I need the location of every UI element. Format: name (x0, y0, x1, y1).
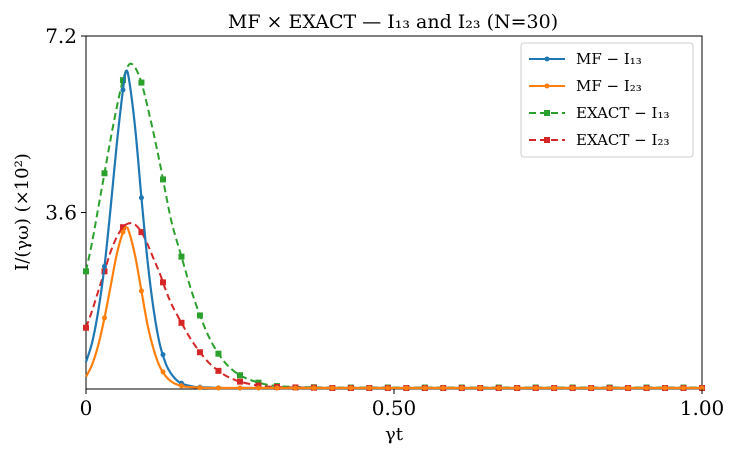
data-point (348, 385, 354, 391)
data-point (385, 385, 391, 391)
data-point (533, 385, 539, 391)
data-point (215, 385, 221, 391)
legend-entry-exact-i23: EXACT − I₂₃ (529, 131, 669, 149)
legend-entries: MF − I₁₃ MF − I₂₃ EXACT − I₁₃ EXACT − I₂₃ (529, 50, 669, 149)
data-point (292, 385, 298, 391)
data-point (120, 229, 126, 235)
data-point (237, 385, 243, 391)
data-point (644, 385, 650, 391)
data-point (138, 195, 144, 201)
data-point (196, 312, 203, 319)
legend-swatch-marker (544, 83, 550, 89)
legend-entry-mf-i13: MF − I₁₃ (529, 50, 642, 68)
chart-title: MF × EXACT — I₁₃ and I₂₃ (N=30) (228, 11, 558, 33)
legend-swatch-marker (544, 110, 550, 116)
data-point (119, 224, 126, 231)
data-point (197, 385, 203, 391)
data-point (255, 385, 261, 391)
x-tick-label: 0 (80, 396, 93, 420)
plot-area (83, 35, 705, 392)
y-axis-label: I/(γω) (×10²) (12, 153, 33, 271)
legend-swatch-marker (544, 56, 550, 62)
series-mf-i23 (85, 226, 705, 391)
legend: MF − I₁₃ MF − I₂₃ EXACT − I₁₃ EXACT − I₂₃ (520, 42, 694, 158)
data-point (662, 385, 668, 391)
data-point (83, 324, 89, 331)
data-point (681, 385, 687, 391)
legend-box (520, 42, 694, 158)
data-point (311, 385, 317, 391)
data-point (119, 77, 126, 84)
legend-label: EXACT − I₂₃ (576, 131, 669, 149)
data-point (496, 385, 502, 391)
series-line-mf-i23 (85, 226, 702, 390)
data-point (138, 79, 145, 86)
x-tick-label: 0.50 (372, 396, 417, 420)
data-point (101, 170, 108, 177)
data-point (160, 369, 166, 375)
data-point (477, 385, 483, 391)
data-point (83, 268, 89, 275)
data-point (237, 372, 243, 379)
data-point (160, 279, 166, 286)
data-point (237, 378, 243, 385)
data-point (274, 385, 280, 391)
data-point (196, 349, 203, 356)
data-point (588, 385, 594, 391)
legend-label: MF − I₂₃ (576, 77, 642, 95)
data-point (120, 87, 126, 93)
series-exact-i23 (83, 222, 705, 392)
data-point (403, 385, 409, 391)
data-point (160, 352, 166, 358)
data-point (625, 385, 631, 391)
legend-label: EXACT − I₁₃ (576, 104, 669, 122)
y-tick-label: 3.6 (45, 201, 77, 225)
data-point (178, 383, 184, 389)
data-point (160, 176, 166, 183)
data-point (514, 385, 520, 391)
data-point (178, 253, 185, 260)
legend-swatch-marker (544, 137, 550, 143)
y-tick-label: 7.2 (45, 24, 77, 48)
x-tick-label: 1.00 (680, 396, 725, 420)
data-point (422, 385, 428, 391)
data-point (459, 385, 465, 391)
data-point (699, 385, 705, 391)
data-point (138, 229, 145, 236)
data-point (215, 367, 222, 374)
data-point (570, 385, 576, 391)
data-point (101, 263, 107, 269)
series-line-exact-i23 (85, 222, 702, 390)
y-axis-ticks: 3.6 7.2 (45, 24, 86, 225)
data-point (138, 288, 144, 294)
data-point (607, 385, 613, 391)
data-point (178, 319, 185, 326)
series-layer (83, 62, 705, 392)
data-point (366, 385, 372, 391)
x-axis-ticks: 0 0.50 1.00 (80, 389, 725, 420)
legend-label: MF − I₁₃ (576, 50, 642, 68)
data-point (101, 315, 107, 321)
legend-entry-exact-i13: EXACT − I₁₃ (529, 104, 669, 122)
x-axis-label: γt (385, 424, 404, 445)
data-point (329, 385, 335, 391)
data-point (551, 385, 557, 391)
legend-entry-mf-i23: MF − I₂₃ (529, 77, 642, 95)
data-point (215, 350, 222, 357)
data-point (440, 385, 446, 391)
